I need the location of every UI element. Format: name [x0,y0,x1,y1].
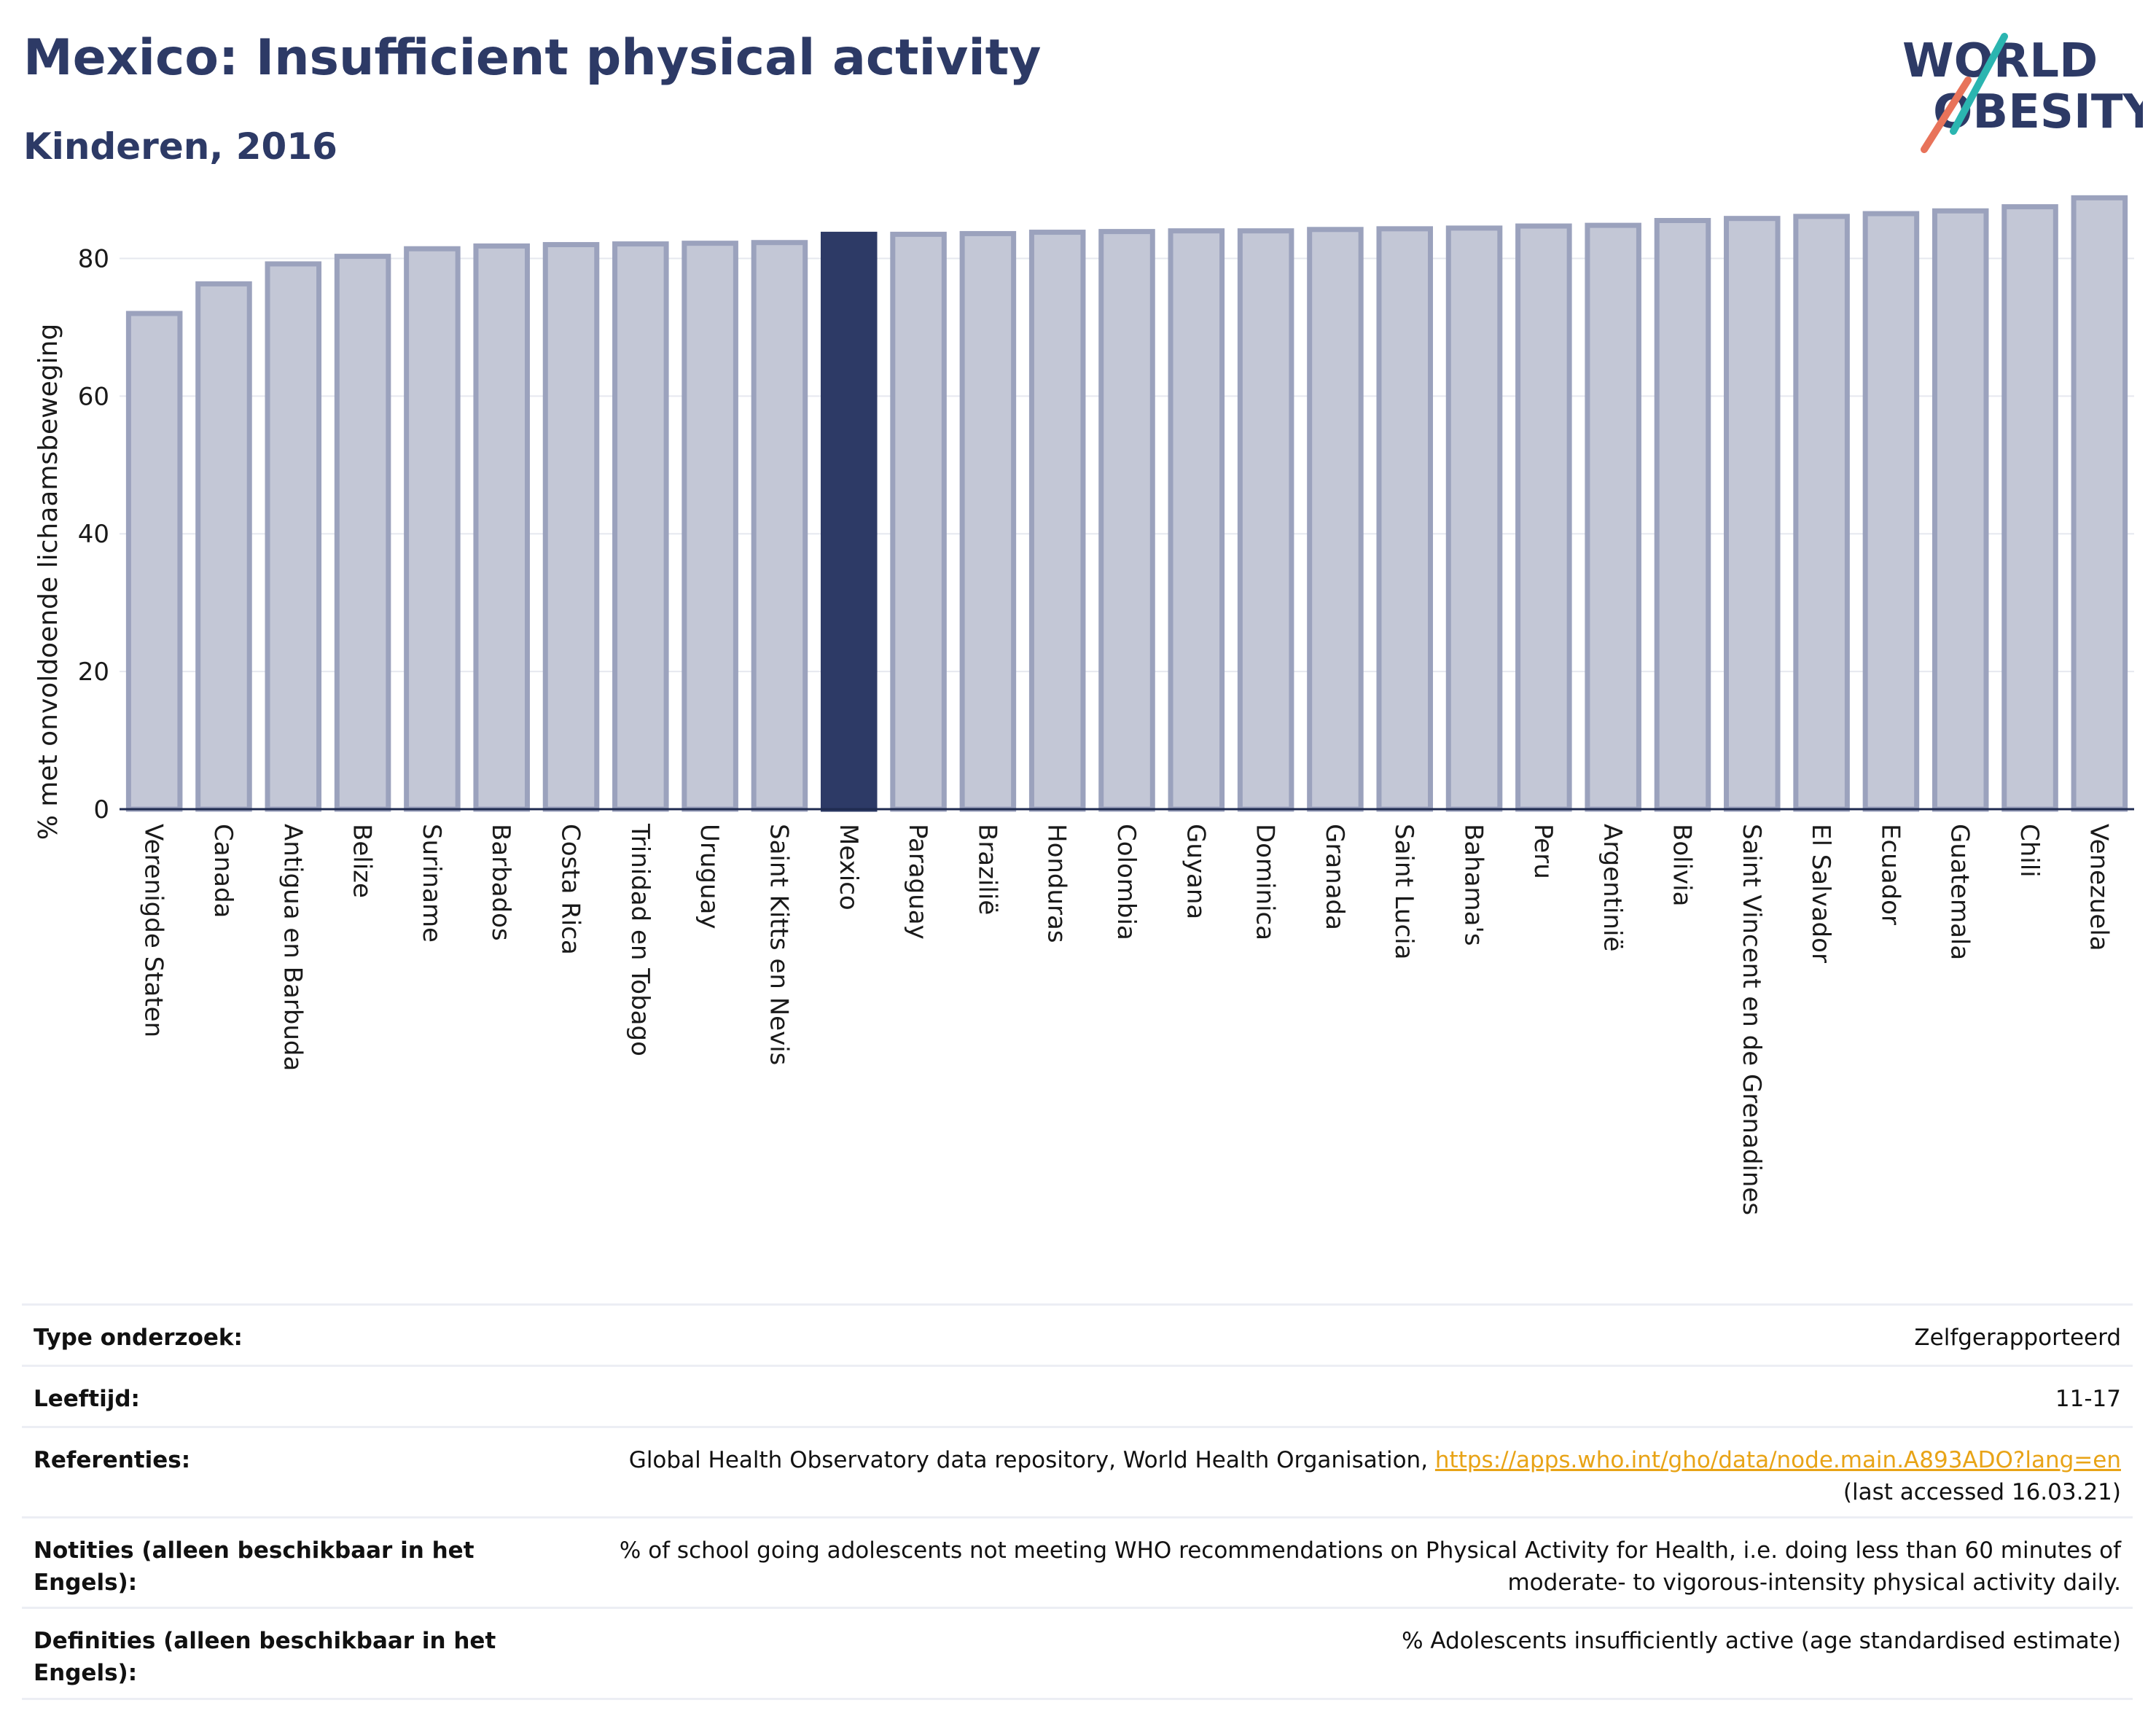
info-row-definitions: Definities (alleen beschikbaar in het En… [22,1607,2133,1700]
logo-slash-top [1950,33,2008,135]
x-tick-label: Chili [2015,824,2044,878]
x-tick-label: Granada [1320,824,1349,930]
info-value: Global Health Observatory data repositor… [500,1444,2121,1516]
bar-saint-vincent-en-de-grenadines [1724,216,1781,812]
x-tick-label: Costa Rica [556,824,585,955]
x-tick-label: Bahama's [1459,824,1488,946]
reference-link[interactable]: https://apps.who.int/gho/data/node.main.… [1434,1447,2121,1473]
x-tick-label: Uruguay [695,824,724,929]
x-tick-label: Guatemala [1945,824,1975,960]
info-value: Zelfgerapporteerd [1914,1325,2121,1351]
info-label: Type onderzoek: [34,1325,243,1351]
x-tick-label: Peru [1528,824,1558,879]
x-tick-label: Verenigde Staten [139,824,168,1037]
bars [125,195,2128,812]
bar-ecuador [1862,211,1920,812]
bar-colombia [1098,229,1155,812]
x-tick-label: Saint Lucia [1389,824,1418,959]
info-row-references: Referenties: Global Health Observatory d… [22,1426,2133,1516]
x-tick-label: Brazilië [972,824,1001,915]
bar-dominica [1237,228,1294,812]
bar-canada [195,281,252,812]
y-axis-ticks: 0 20 40 60 80 [78,244,109,824]
x-axis-ticks: Verenigde Staten Canada Antigua en Barbuda… [139,823,2114,1215]
bar-belize [334,254,391,812]
bar-guatemala [1932,208,1989,812]
bar-peru [1515,223,1572,812]
info-label: Leeftijd: [34,1386,140,1412]
page-subtitle: Kinderen, 2016 [23,125,337,168]
x-tick-label: Argentinië [1598,824,1627,951]
x-tick-label: Ecuador [1875,824,1905,925]
info-value: % Adolescents insufficiently active (age… [1402,1628,2121,1654]
bar-trinidad-en-tobago [612,241,669,812]
bar-antigua-en-barbuda [265,261,322,812]
x-tick-label: Belize [348,824,377,898]
y-tick-label: 80 [78,244,109,273]
x-tick-label: Saint Vincent en de Grenadines [1737,824,1766,1215]
bar-bahama-s [1445,225,1503,812]
x-tick-label: Saint Kitts en Nevis [764,824,793,1065]
y-tick-label: 0 [93,795,109,824]
x-tick-label: Bolivia [1667,824,1696,906]
bar-el-salvador [1793,214,1850,812]
reference-accessed: (last accessed 16.03.21) [1843,1479,2121,1505]
y-tick-label: 40 [78,520,109,549]
bar-honduras [1028,230,1086,812]
x-tick-label: Paraguay [903,824,932,940]
world-obesity-logo: WORLD OBESITY [1902,33,2143,153]
x-tick-label: Guyana [1181,824,1210,919]
page-title: Mexico: Insufficient physical activity [23,29,1042,87]
x-tick-label: Venezuela [2084,824,2113,951]
y-tick-label: 60 [78,382,109,411]
x-tick-label: Trinidad en Tobago [625,823,655,1056]
x-tick-label: Antigua en Barbuda [278,824,307,1071]
logo-line-2: OBESITY [1933,85,2143,139]
bar-bolivia [1654,218,1711,812]
x-tick-label: Dominica [1251,824,1280,940]
info-value: 11-17 [2055,1386,2121,1412]
bar-suriname [404,246,461,812]
bar-costa-rica [542,242,600,812]
bar-verenigde-staten [125,311,183,812]
info-label: Notities (alleen beschikbaar in het Enge… [34,1537,474,1596]
bar-chili [2001,204,2058,812]
info-label: Definities (alleen beschikbaar in het En… [34,1628,496,1686]
bar-chart: 0 20 40 60 80 % met onvoldoende lichaamsbewe… [34,195,2134,1215]
bar-saint-kitts-en-nevis [751,240,808,812]
info-row-notes: Notities (alleen beschikbaar in het Enge… [22,1516,2133,1607]
info-value: % of school going adolescents not meetin… [619,1537,2121,1596]
x-tick-label: Barbados [486,824,515,941]
bar-saint-lucia [1376,226,1434,812]
x-tick-label: El Salvador [1806,824,1835,963]
bar-brazili- [959,230,1017,812]
x-tick-label: Canada [208,824,238,918]
y-tick-label: 20 [78,658,109,687]
y-axis-label: % met onvoldoende lichaamsbeweging [34,324,63,841]
bar-argentini- [1585,222,1641,812]
info-label: Referenties: [34,1447,191,1473]
x-tick-label: Mexico [834,824,863,911]
logo-slash-bottom [1921,77,1972,153]
bar-uruguay [681,241,738,812]
x-tick-label: Honduras [1042,824,1071,943]
x-tick-label: Suriname [417,824,446,943]
bar-venezuela [2071,195,2128,812]
bar-paraguay [890,231,947,812]
info-row-age: Leeftijd: 11-17 [22,1365,2133,1426]
reference-text: Global Health Observatory data repositor… [628,1447,1435,1473]
bar-barbados [473,243,530,812]
bar-mexico [820,231,878,812]
bar-granada [1307,227,1364,812]
info-table: Type onderzoek: Zelfgerapporteerd Leefti… [22,1303,2133,1700]
info-row-type: Type onderzoek: Zelfgerapporteerd [22,1303,2133,1365]
x-tick-label: Colombia [1112,824,1141,940]
bar-guyana [1168,228,1225,812]
